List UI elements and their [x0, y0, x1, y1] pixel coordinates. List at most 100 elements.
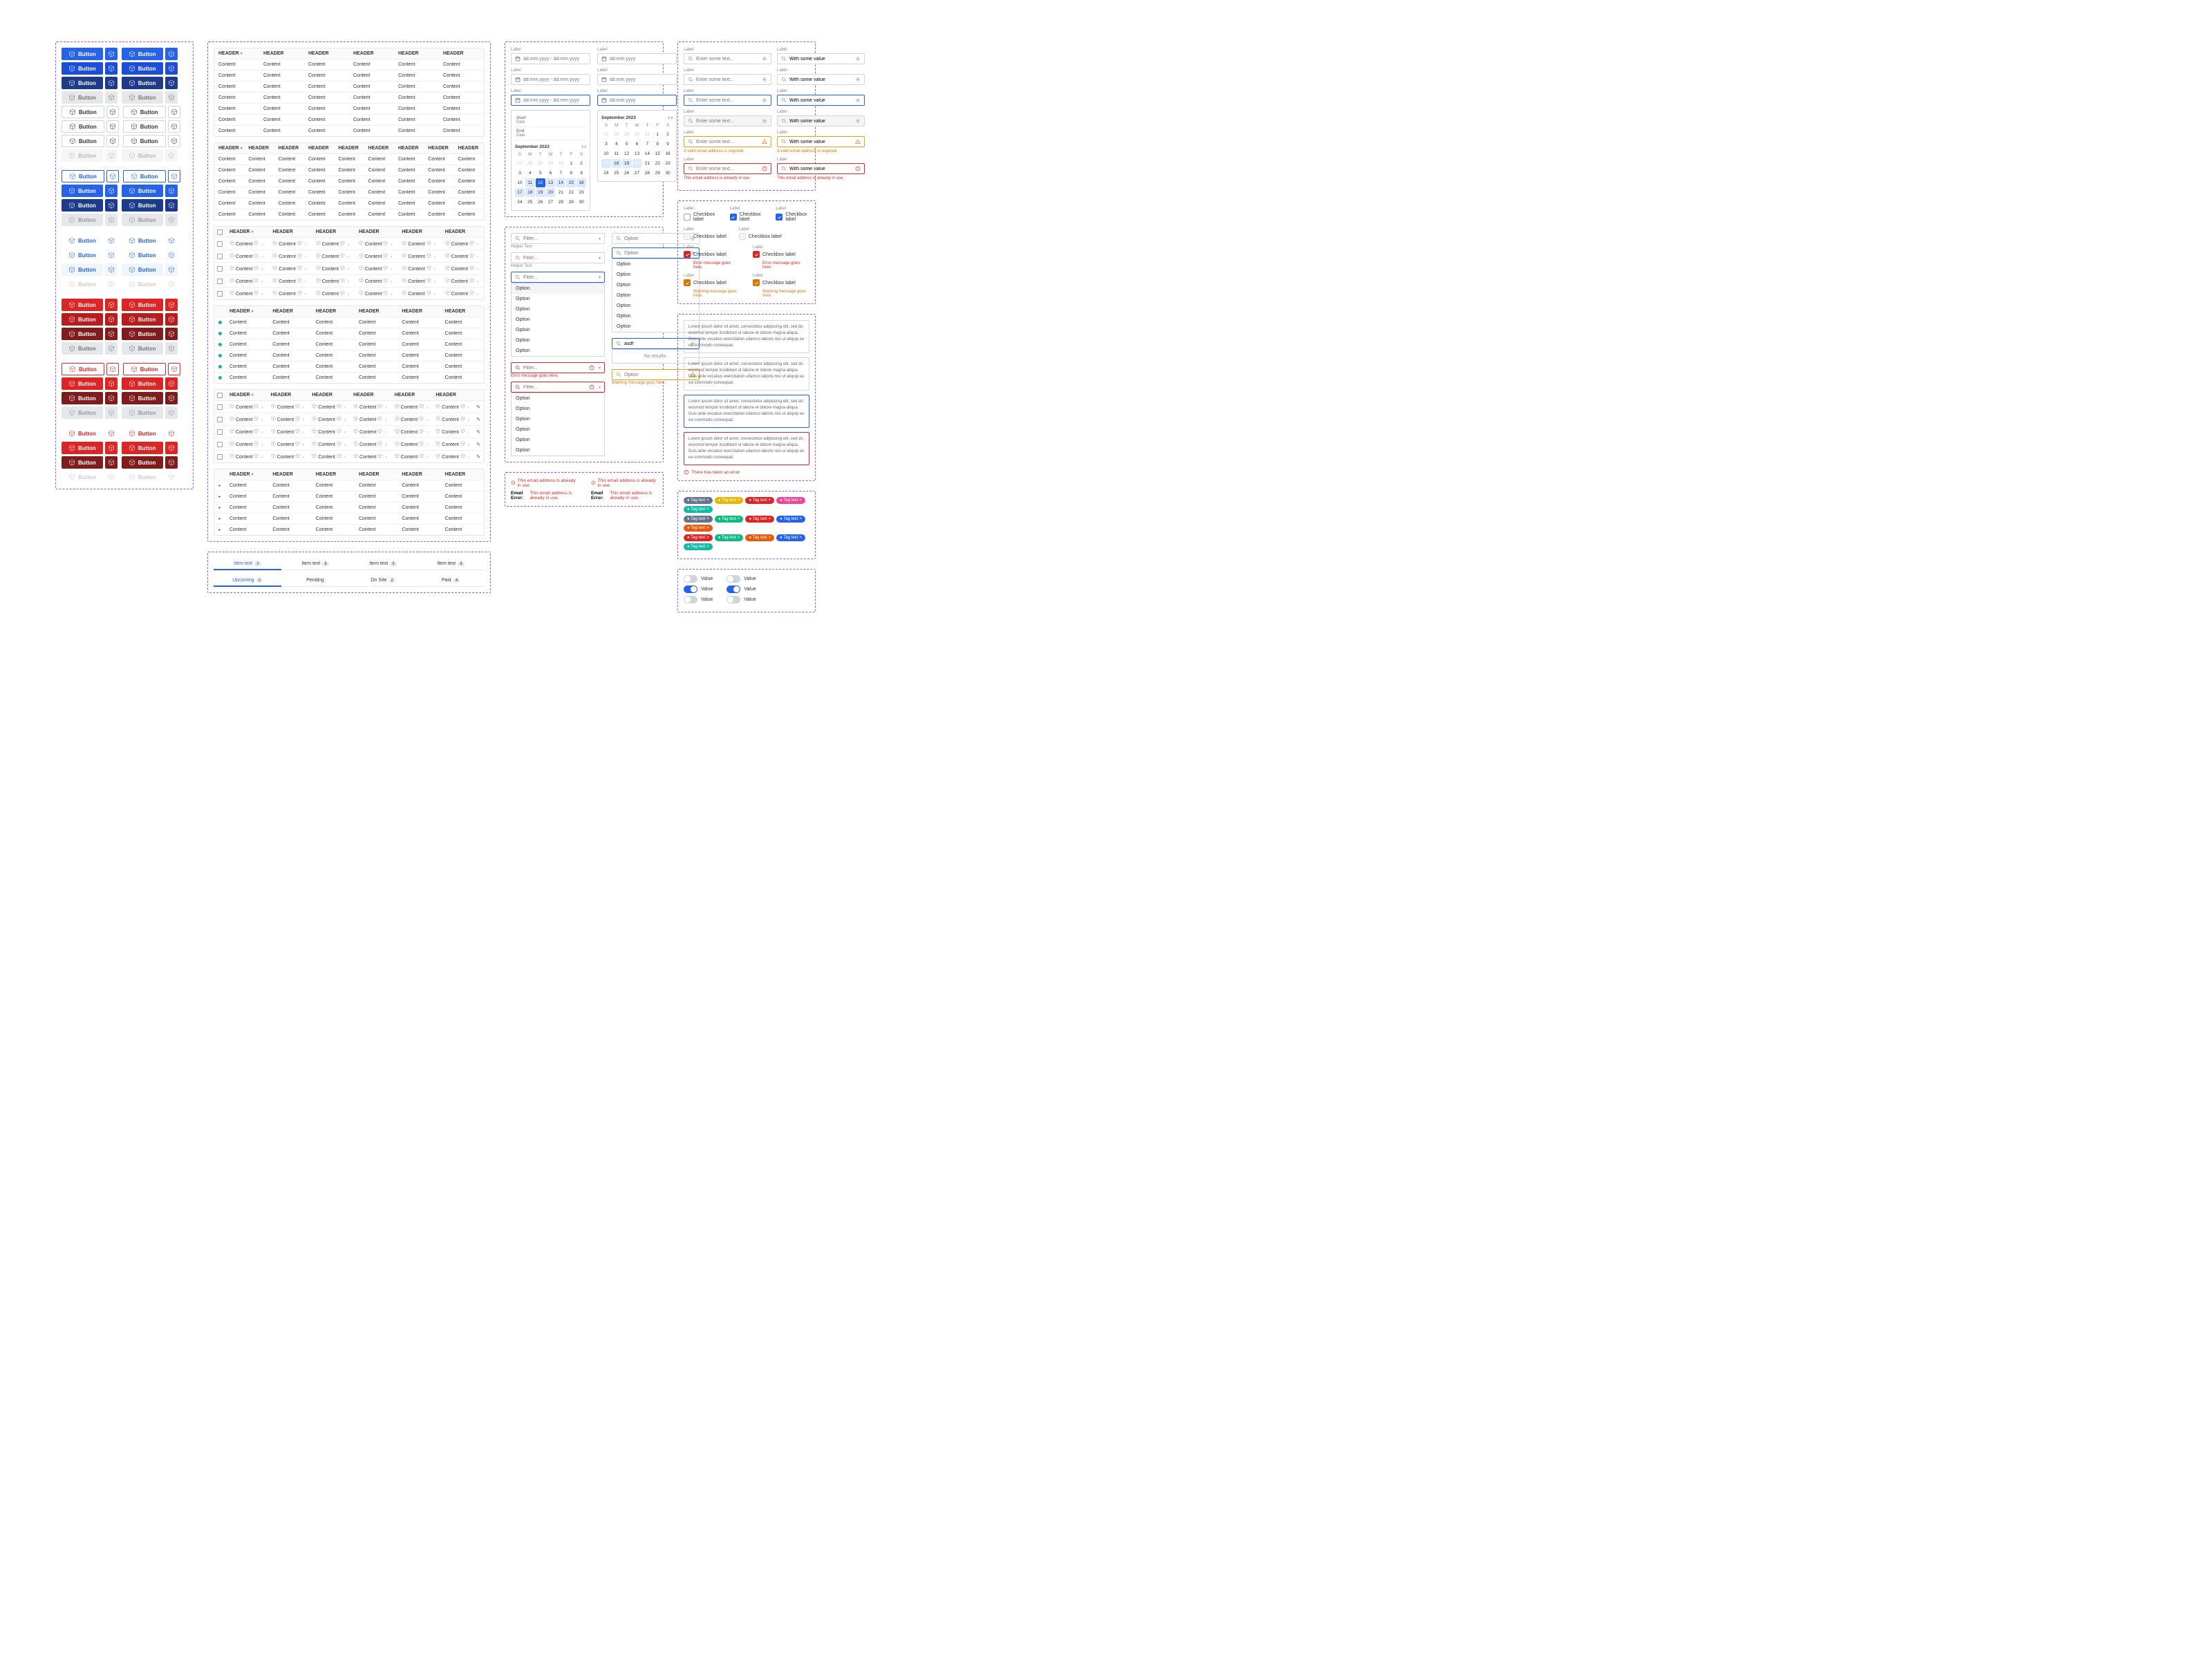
- calendar-day[interactable]: 13: [632, 149, 642, 158]
- toggle[interactable]: Value: [727, 575, 756, 583]
- text-field[interactable]: [789, 77, 852, 82]
- gear-icon[interactable]: [762, 77, 767, 82]
- calendar-day[interactable]: 14: [642, 149, 652, 158]
- icon-button[interactable]: [165, 456, 178, 469]
- text-field[interactable]: [696, 98, 759, 103]
- calendar-day[interactable]: 11: [612, 149, 621, 158]
- icon-button[interactable]: [105, 377, 118, 390]
- button[interactable]: Button: [122, 149, 163, 162]
- calendar-day[interactable]: 29: [653, 169, 662, 178]
- button[interactable]: Button: [123, 170, 166, 182]
- icon-button[interactable]: [165, 91, 178, 104]
- column-header[interactable]: HEADER▾: [214, 143, 244, 153]
- column-header[interactable]: HEADER: [364, 143, 394, 153]
- button[interactable]: Button: [122, 77, 163, 89]
- calendar-day[interactable]: 30: [577, 198, 586, 207]
- icon-button[interactable]: [105, 149, 118, 162]
- expand-icon[interactable]: ▸: [218, 483, 221, 488]
- filter-input[interactable]: ▾: [511, 382, 605, 393]
- calendar-day[interactable]: 16: [663, 149, 673, 158]
- gear-icon[interactable]: [855, 56, 861, 62]
- column-header[interactable]: HEADER: [304, 48, 349, 59]
- calendar-day[interactable]: 7: [556, 169, 565, 178]
- icon-button[interactable]: [105, 199, 118, 212]
- column-header[interactable]: HEADER: [431, 390, 473, 400]
- button[interactable]: Button: [62, 135, 104, 147]
- tab[interactable]: Item text3: [417, 558, 485, 570]
- filter-text[interactable]: [523, 385, 586, 390]
- icon-button[interactable]: [165, 342, 178, 355]
- column-header[interactable]: HEADER: [397, 227, 440, 237]
- column-header[interactable]: HEADER: [355, 306, 397, 317]
- button[interactable]: Button: [62, 185, 103, 197]
- calendar-day[interactable]: 18: [525, 188, 535, 197]
- button[interactable]: Button: [122, 427, 163, 440]
- checkbox-row[interactable]: Checkbox label: [753, 251, 809, 258]
- dropdown-option[interactable]: Option: [512, 414, 604, 424]
- icon-button[interactable]: [105, 214, 118, 226]
- calendar-day[interactable]: 23: [577, 188, 586, 197]
- calendar-day[interactable]: 14: [556, 178, 565, 187]
- icon-button[interactable]: [106, 106, 119, 118]
- calendar-day[interactable]: 1: [566, 159, 576, 168]
- icon-button[interactable]: [105, 328, 118, 340]
- calendar-day[interactable]: 28: [525, 159, 535, 168]
- button[interactable]: Button: [122, 342, 163, 355]
- tab[interactable]: Item text3: [281, 558, 349, 570]
- button[interactable]: Button: [122, 48, 163, 60]
- button[interactable]: Button: [62, 48, 103, 60]
- icon-button[interactable]: [168, 170, 180, 182]
- toggle[interactable]: Value: [684, 585, 713, 593]
- gear-icon[interactable]: [762, 97, 767, 103]
- column-header[interactable]: HEADER: [441, 227, 484, 237]
- button[interactable]: Button: [122, 214, 163, 226]
- row-checkbox[interactable]: [217, 291, 223, 297]
- dropdown-option[interactable]: Option: [512, 315, 604, 325]
- tag[interactable]: ● Tag text×: [684, 516, 713, 523]
- calendar-day[interactable]: 31: [556, 159, 565, 168]
- icon-button[interactable]: [105, 406, 118, 419]
- tag[interactable]: ● Tag text×: [684, 506, 713, 513]
- tag[interactable]: ● Tag text×: [776, 497, 805, 504]
- icon-button[interactable]: [105, 48, 118, 60]
- edit-icon[interactable]: ✎: [476, 442, 480, 447]
- dropdown-option[interactable]: Option: [512, 294, 604, 304]
- text-input[interactable]: [777, 115, 865, 126]
- icon-button[interactable]: [105, 62, 118, 75]
- calendar-day[interactable]: 31: [642, 130, 652, 139]
- date-text[interactable]: [610, 98, 673, 103]
- calendar-day[interactable]: 9: [577, 169, 586, 178]
- dropdown-option[interactable]: Option: [512, 335, 604, 346]
- button[interactable]: Button: [122, 249, 163, 261]
- column-header[interactable]: HEADER: [308, 390, 349, 400]
- dropdown-option[interactable]: Option: [512, 445, 604, 456]
- calendar-day[interactable]: 30: [663, 169, 673, 178]
- icon-button[interactable]: [165, 185, 178, 197]
- tab[interactable]: On Site2: [349, 574, 417, 586]
- text-field[interactable]: [789, 98, 852, 103]
- column-header[interactable]: HEADER: [424, 143, 453, 153]
- calendar-day[interactable]: 28: [612, 130, 621, 139]
- icon-button[interactable]: [165, 278, 178, 290]
- column-header[interactable]: HEADER▾: [225, 306, 268, 317]
- icon-button[interactable]: [165, 471, 178, 483]
- calendar-day[interactable]: 26: [622, 169, 632, 178]
- toggle[interactable]: Value: [684, 575, 713, 583]
- column-header[interactable]: HEADER: [394, 143, 424, 153]
- tag-remove[interactable]: ×: [706, 536, 709, 540]
- tag[interactable]: ● Tag text×: [715, 516, 744, 523]
- tag-remove[interactable]: ×: [769, 517, 771, 521]
- row-checkbox[interactable]: [217, 417, 223, 422]
- calendar-day[interactable]: 29: [536, 159, 545, 168]
- gear-icon[interactable]: [762, 56, 767, 62]
- button[interactable]: Button: [62, 214, 103, 226]
- checkbox-row[interactable]: Checkbox label: [684, 233, 727, 240]
- button[interactable]: Button: [122, 456, 163, 469]
- switch[interactable]: [727, 575, 740, 583]
- button[interactable]: Button: [62, 328, 103, 340]
- icon-button[interactable]: [165, 328, 178, 340]
- button[interactable]: Button: [62, 406, 103, 419]
- column-header[interactable]: HEADER▾: [225, 469, 268, 480]
- row-checkbox[interactable]: [217, 454, 223, 460]
- next-month[interactable]: ›: [671, 115, 673, 120]
